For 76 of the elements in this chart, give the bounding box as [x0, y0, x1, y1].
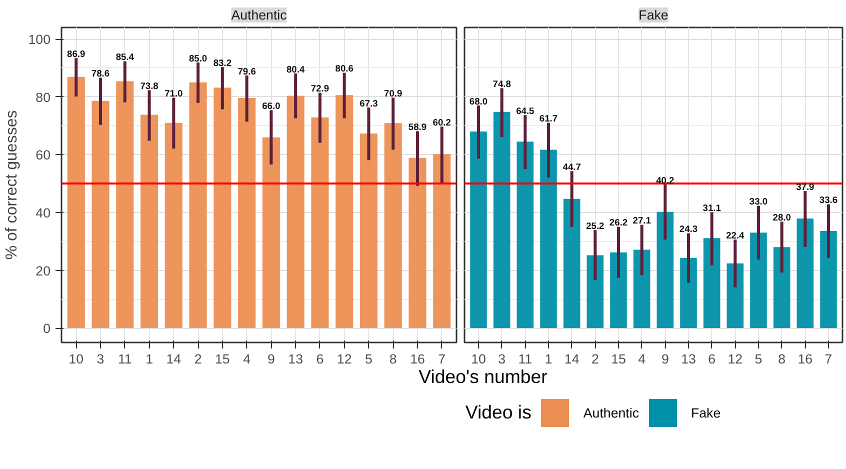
data-label: 22.4	[726, 230, 746, 240]
data-label: 68.0	[469, 96, 488, 106]
chart-title: Authentic	[231, 8, 288, 22]
x-tick-label: 7	[438, 352, 446, 366]
legend-label: Authentic	[583, 405, 639, 420]
legend-title: Video is	[465, 402, 532, 423]
data-label: 74.8	[492, 79, 511, 90]
data-label: 67.3	[360, 98, 378, 108]
data-label: 86.9	[67, 48, 86, 59]
data-label: 85.4	[116, 52, 135, 62]
x-tick-label: 13	[681, 352, 696, 366]
x-axis-title: Video's number	[418, 365, 548, 389]
x-tick-label: 1	[544, 352, 552, 366]
x-tick-label: 6	[316, 352, 324, 366]
data-label: 79.6	[238, 66, 256, 76]
x-tick-label: 14	[564, 352, 580, 366]
x-tick-label: 4	[243, 352, 252, 366]
x-tick-label: 12	[728, 352, 743, 366]
data-label: 72.9	[310, 84, 330, 94]
x-tick-label: 15	[611, 352, 626, 366]
x-tick-label: 16	[798, 352, 813, 366]
x-tick-label: 16	[410, 352, 425, 366]
data-label: 73.8	[140, 81, 158, 92]
x-tick-label: 1	[146, 352, 153, 366]
x-tick-label: 11	[118, 352, 132, 366]
data-label: 64.5	[516, 106, 534, 116]
y-tick-label: 20	[36, 263, 51, 278]
data-label: 33.6	[819, 195, 838, 206]
y-tick-label: 80	[36, 90, 51, 105]
y-tick-label: 100	[28, 32, 51, 48]
data-label: 24.3	[679, 224, 698, 234]
data-label: 61.7	[539, 114, 558, 124]
data-label: 37.9	[796, 182, 814, 192]
data-label: 25.2	[586, 220, 604, 231]
x-tick-label: 4	[638, 352, 646, 366]
x-tick-label: 6	[708, 352, 716, 366]
data-label: 85.0	[188, 53, 208, 64]
data-label: 80.4	[286, 64, 306, 74]
x-tick-label: 11	[518, 352, 532, 366]
x-tick-label: 8	[778, 352, 786, 366]
data-label: 26.2	[609, 218, 628, 228]
chart-title: Fake	[638, 8, 668, 22]
data-label: 28.0	[772, 212, 791, 223]
y-tick-label: 60	[36, 148, 51, 163]
legend-label: Fake	[690, 405, 721, 420]
x-tick-label: 7	[824, 352, 832, 366]
data-label: 83.2	[213, 58, 232, 68]
x-tick-label: 15	[215, 352, 230, 366]
x-tick-label: 3	[498, 352, 506, 366]
x-tick-label: 2	[591, 352, 599, 366]
y-tick-label: 0	[43, 321, 51, 336]
y-tick-label: 40	[36, 205, 51, 220]
x-tick-label: 14	[166, 352, 182, 366]
data-label: 33.0	[749, 196, 768, 207]
x-tick-label: 9	[661, 352, 669, 366]
y-axis-title: % of correct guesses	[3, 110, 20, 260]
data-label: 58.9	[408, 122, 427, 132]
data-label: 60.2	[432, 117, 451, 128]
x-tick-label: 5	[365, 352, 372, 366]
data-label: 31.1	[702, 203, 721, 214]
x-tick-label: 2	[194, 352, 202, 366]
x-tick-label: 10	[68, 352, 84, 366]
x-tick-label: 13	[288, 352, 303, 366]
data-label: 66.0	[262, 100, 280, 111]
data-label: 44.7	[562, 162, 581, 172]
data-label: 27.1	[632, 216, 651, 226]
data-label: 70.9	[384, 88, 402, 99]
data-label: 80.6	[335, 64, 354, 74]
x-tick-label: 5	[754, 352, 762, 366]
x-tick-label: 9	[267, 352, 275, 366]
x-tick-label: 10	[471, 352, 486, 366]
data-label: 71.0	[164, 88, 183, 99]
x-tick-label: 8	[389, 352, 397, 366]
x-tick-label: 12	[336, 352, 352, 366]
x-tick-label: 3	[96, 352, 104, 366]
data-label: 78.6	[91, 68, 110, 79]
